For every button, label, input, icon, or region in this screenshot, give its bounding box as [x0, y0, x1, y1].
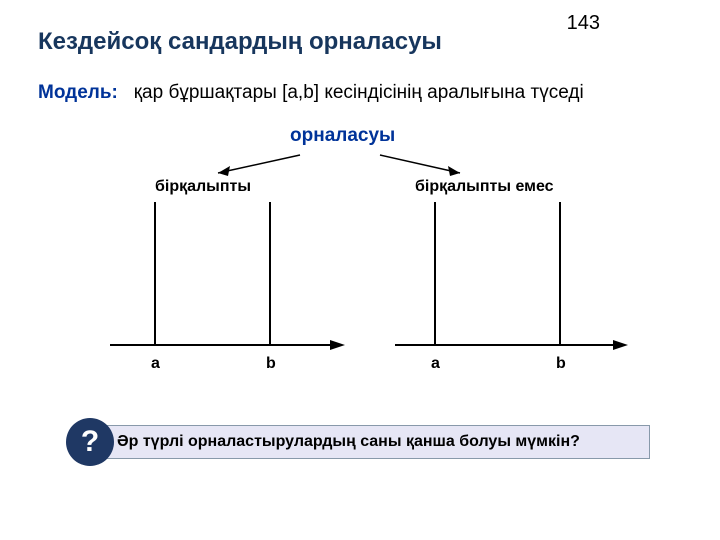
right-b-label: b	[556, 355, 566, 373]
question-circle-icon: ?	[66, 418, 114, 466]
right-diagram	[0, 0, 720, 540]
question-text: Әр түрлі орналастырулардың саны қанша бо…	[117, 433, 580, 451]
question-mark: ?	[81, 425, 99, 459]
right-a-label: a	[431, 355, 440, 373]
question-box: Әр түрлі орналастырулардың саны қанша бо…	[90, 425, 650, 459]
